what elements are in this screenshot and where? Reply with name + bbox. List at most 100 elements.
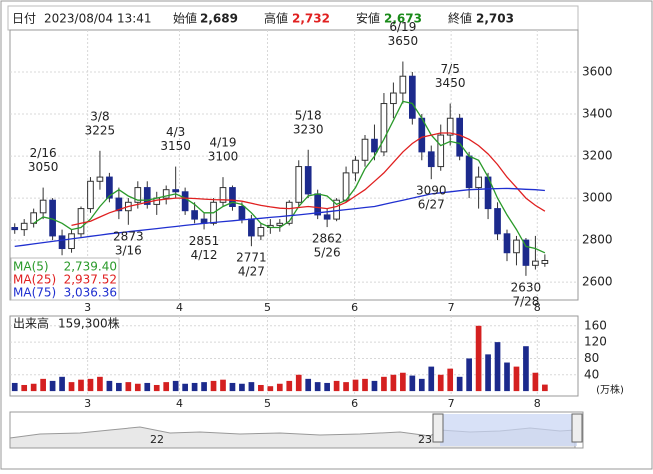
volume-bar — [201, 382, 207, 392]
volume-bar — [125, 382, 132, 392]
navigator-label: 23 — [418, 433, 432, 446]
candle-body — [39, 199, 47, 214]
candle-body — [380, 103, 388, 153]
volume-bar — [229, 382, 236, 392]
volume-bar — [172, 380, 179, 392]
volume-tick-label: 80 — [584, 351, 599, 365]
volume-tick-label: 40 — [584, 367, 599, 381]
legend-value: 2,739.40 — [64, 260, 117, 274]
candle-body — [390, 92, 397, 105]
volume-tick-label: 160 — [584, 318, 607, 332]
candle-body — [58, 235, 66, 250]
candle-body — [371, 138, 378, 153]
volume-bar — [390, 374, 397, 392]
candle-body — [238, 205, 246, 220]
x-tick-label: 6 — [351, 397, 358, 410]
volume-tick-label: 120 — [584, 335, 607, 349]
volume-bar — [11, 382, 18, 392]
navigator-label: 22 — [150, 433, 164, 446]
candle-body — [437, 134, 445, 168]
volume-bar — [542, 384, 548, 392]
candle-body — [191, 210, 198, 220]
volume-bar — [447, 368, 454, 392]
volume-bar — [513, 366, 520, 392]
ma-line — [14, 187, 545, 248]
annotation-value: 3225 — [85, 123, 116, 137]
candle-body — [248, 218, 255, 237]
volume-bar — [97, 376, 103, 392]
volume-bar — [276, 383, 283, 392]
candle-body — [106, 176, 113, 199]
annotation-date: 7/28 — [512, 294, 539, 308]
high-label: 高値 — [264, 11, 288, 26]
volume-bar — [144, 382, 151, 392]
volume-bar — [437, 374, 444, 392]
navigator-handle-right[interactable] — [571, 413, 583, 443]
y-tick-label: 2800 — [582, 233, 613, 247]
candle-body — [475, 176, 482, 189]
candle-body — [96, 176, 104, 182]
candle-body — [456, 117, 464, 157]
annotation-date: 6/19 — [389, 20, 416, 34]
x-tick-label: 3 — [84, 397, 91, 410]
candle-body — [295, 166, 303, 203]
annotation-value: 3650 — [388, 34, 419, 48]
x-tick-label: 3 — [84, 301, 91, 314]
y-tick-label: 2600 — [582, 275, 613, 289]
volume-bar — [49, 380, 56, 392]
annotation-value: 3450 — [435, 76, 466, 90]
candle-body — [532, 260, 539, 266]
volume-bar — [333, 380, 340, 392]
volume-bar — [116, 382, 122, 392]
low: 2,673 — [384, 12, 422, 26]
candle-body — [162, 189, 170, 199]
navigator: 22 23 — [9, 411, 584, 449]
candle-body — [513, 239, 520, 254]
volume-panel — [9, 315, 579, 397]
candle-body — [285, 201, 293, 224]
x-tick-label: 4 — [176, 397, 183, 410]
candle-body — [11, 227, 19, 231]
volume-bar — [248, 382, 255, 392]
volume-bar — [305, 378, 312, 392]
volume-bar — [106, 380, 113, 392]
x-tick-label: 6 — [351, 301, 358, 314]
annotation-date: 4/3 — [166, 125, 185, 139]
candle-body — [257, 227, 265, 237]
x-tick-label: 7 — [448, 301, 455, 314]
volume-bar — [30, 383, 37, 392]
annotation-value: 3230 — [293, 122, 324, 136]
candle-body — [418, 117, 426, 153]
candle-body — [333, 199, 340, 220]
volume-bar — [532, 372, 539, 392]
open-label: 始値 — [173, 11, 197, 26]
candle-body — [494, 208, 501, 235]
candle-body — [361, 138, 369, 161]
annotation-date: 2/16 — [30, 146, 57, 160]
candle-body — [68, 233, 75, 250]
volume-bar — [59, 376, 65, 392]
candle-body — [20, 222, 28, 231]
legend-value: 2,937.52 — [64, 273, 117, 287]
volume-bar — [210, 380, 217, 392]
candle-body — [427, 151, 435, 168]
candle-body — [30, 212, 38, 224]
candle-body — [172, 189, 180, 193]
y-tick-label: 3200 — [582, 149, 613, 163]
volume-bar — [362, 378, 368, 392]
x-tick-label: 8 — [534, 397, 541, 410]
candle-body — [522, 239, 530, 266]
volume-bar — [428, 366, 435, 392]
close: 2,703 — [476, 12, 514, 26]
candle-body — [143, 187, 151, 205]
volume-bar — [40, 378, 46, 392]
navigator-window[interactable] — [440, 414, 577, 446]
candle-body — [77, 208, 85, 235]
annotation-value: 2851 — [189, 234, 220, 248]
navigator-handle-left[interactable] — [432, 413, 444, 443]
volume-bar — [295, 374, 302, 392]
candle-body — [115, 197, 123, 212]
legend-name: MA(75) — [13, 286, 56, 300]
x-tick-label: 5 — [264, 301, 271, 314]
y-tick-label: 3400 — [582, 107, 613, 121]
